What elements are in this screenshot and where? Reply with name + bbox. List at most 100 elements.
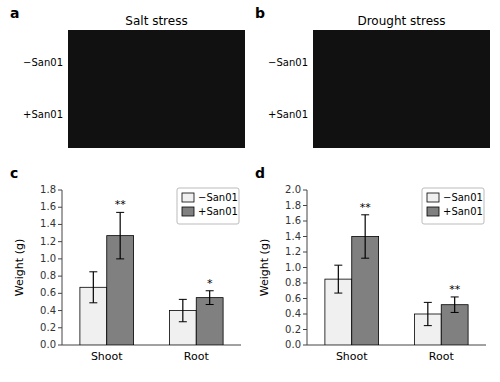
significance: ** [449,283,461,296]
error-cap [361,258,369,259]
y-tick-label: 0.8 [40,270,56,281]
legend-box [422,188,484,224]
error-cap [116,212,124,213]
error-bar [334,265,342,293]
panel-label: a [10,5,19,21]
error-cap [206,304,214,305]
legend-swatch [182,207,194,216]
photo-placeholder [313,30,490,148]
photo-placeholder [68,30,245,148]
legend-swatch [182,193,194,202]
error-bar [89,272,97,303]
error-line [120,212,121,259]
error-bar [451,297,459,313]
y-tick [58,241,62,242]
y-tick-label: 0.2 [40,322,56,333]
legend-entry: −San01 [443,192,483,203]
y-axis-label: Weight (g) [13,239,26,296]
y-tick-label: 1.4 [40,218,56,229]
legend: −San01 +San01 [422,188,484,224]
y-tick [58,345,62,346]
row-label: −San01 [268,57,308,68]
y-tick [58,190,62,191]
error-line [427,302,428,325]
y-tick-label: 0.2 [285,324,301,335]
error-cap [334,265,342,266]
y-tick [303,314,307,315]
y-tick-label: 1.2 [40,236,56,247]
bar [196,298,223,345]
y-tick-label: 0.4 [285,308,301,319]
panel-title: Salt stress [125,14,187,28]
plot-marks [80,212,223,345]
error-cap [451,312,459,313]
row-label: −San01 [23,57,63,68]
error-bar [361,215,369,258]
y-tick-label: 1.0 [285,262,301,273]
y-tick-label: 0.8 [285,277,301,288]
y-tick-label: 1.8 [285,200,301,211]
y-tick-label: 0.0 [285,339,301,350]
y-tick [303,345,307,346]
error-cap [451,296,459,297]
y-tick [58,224,62,225]
figure: a Salt stress −San01 +San01 b Drought stress −… [0,0,500,382]
y-tick-label: 0.6 [285,293,301,304]
legend-entry: +San01 [443,206,483,217]
y-tick-label: 2.0 [285,184,301,195]
error-line [338,265,339,293]
error-line [182,299,183,321]
y-tick [303,329,307,330]
panel-label: b [255,5,265,21]
bar-panel: d0.00.20.40.60.81.01.21.41.61.82.0Weight… [255,165,486,363]
error-cap [89,271,97,272]
error-cap [179,299,187,300]
y-tick [303,205,307,206]
error-cap [116,258,124,259]
error-line [454,297,455,313]
error-cap [334,293,342,294]
panel-label: c [10,165,18,181]
y-tick-label: 0.6 [40,287,56,298]
legend-swatch [427,193,439,202]
x-tick-label: Root [184,350,210,363]
error-cap [179,321,187,322]
error-cap [361,214,369,215]
y-tick-label: 1.8 [40,184,56,195]
y-axis: 0.00.20.40.60.81.01.21.41.61.8 [40,184,241,350]
y-tick [303,236,307,237]
error-cap [206,290,214,291]
y-tick [303,190,307,191]
y-tick [303,252,307,253]
error-bar [206,291,214,305]
plot-marks [325,215,468,345]
x-tick-label: Shoot [91,350,123,363]
y-tick-label: 0.4 [40,305,56,316]
x-tick-label: Root [429,350,455,363]
error-bar [179,299,187,321]
error-cap [424,325,432,326]
y-tick-label: 1.6 [285,215,301,226]
y-tick [58,276,62,277]
legend-entry: −San01 [198,192,238,203]
y-tick [58,207,62,208]
error-line [209,291,210,305]
significance: ** [115,198,127,211]
bar-panel: c0.00.20.40.60.81.01.21.41.61.8Weight (g… [10,165,241,363]
y-tick [58,293,62,294]
y-tick [303,267,307,268]
y-tick-label: 1.2 [285,246,301,257]
error-cap [424,302,432,303]
y-axis-line [62,190,63,345]
error-line [365,215,366,258]
legend-swatch [427,207,439,216]
y-tick [303,283,307,284]
panel-title: Drought stress [357,14,445,28]
row-label: +San01 [268,109,308,120]
y-axis-label: Weight (g) [258,239,271,296]
y-tick [58,310,62,311]
legend-entry: +San01 [198,206,238,217]
legend: −San01 +San01 [177,188,239,224]
y-tick-label: 1.6 [40,201,56,212]
y-tick-label: 1.0 [40,253,56,264]
